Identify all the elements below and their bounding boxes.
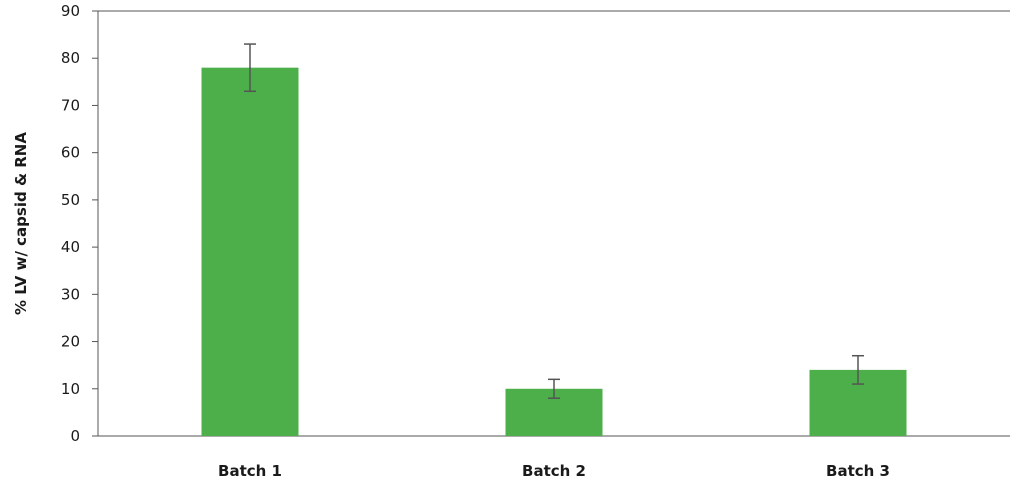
error-bar — [244, 43, 256, 93]
y-tick-label: 70 — [61, 96, 80, 114]
x-axis-labels: Batch 1 Batch 2 Batch 3 — [218, 462, 890, 480]
y-tick-label: 60 — [61, 144, 80, 162]
y-tick-label: 10 — [61, 380, 80, 398]
error-bars-group — [244, 43, 864, 399]
y-tick-label: 40 — [61, 238, 80, 256]
y-tick-label: 0 — [70, 427, 80, 445]
x-category-label: Batch 3 — [826, 462, 890, 480]
y-tick-label: 30 — [61, 285, 80, 303]
y-tick-label: 80 — [61, 49, 80, 67]
y-tick-label: 50 — [61, 191, 80, 209]
y-tick-label: 20 — [61, 333, 80, 351]
y-axis-ticks: 0 10 20 30 40 50 60 70 80 90 — [61, 2, 98, 445]
bar-batch-1 — [201, 67, 299, 437]
error-bar — [852, 354, 864, 385]
y-axis-title: % LV w/ capsid & RNA — [12, 132, 30, 315]
y-tick-label: 90 — [61, 2, 80, 20]
x-category-label: Batch 2 — [522, 462, 586, 480]
error-bar — [548, 378, 560, 399]
x-category-label: Batch 1 — [218, 462, 282, 480]
